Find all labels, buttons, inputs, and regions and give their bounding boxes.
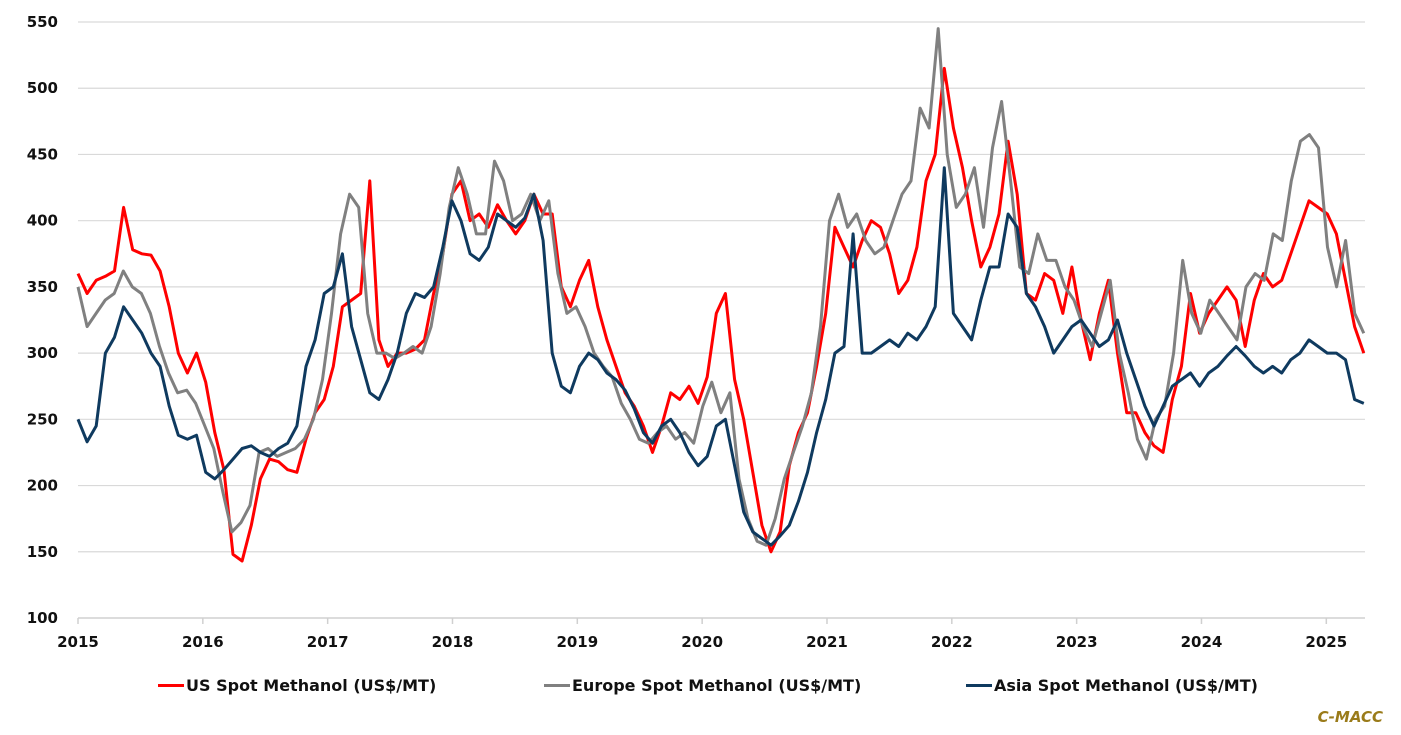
source-label: C-MACC bbox=[1317, 708, 1383, 726]
legend-label-us: US Spot Methanol (US$/MT) bbox=[186, 676, 437, 695]
legend-item-us: US Spot Methanol (US$/MT) bbox=[158, 676, 436, 695]
y-tick-label: 150 bbox=[27, 543, 58, 561]
x-tick-label: 2015 bbox=[57, 633, 99, 651]
x-tick-label: 2020 bbox=[681, 633, 723, 651]
series-line-europe bbox=[76, 27, 1366, 547]
x-tick-label: 2024 bbox=[1181, 633, 1223, 651]
x-tick-label: 2021 bbox=[806, 633, 848, 651]
gridlines bbox=[78, 21, 1365, 553]
y-tick-label: 550 bbox=[27, 13, 58, 31]
y-tick-label: 100 bbox=[27, 609, 58, 627]
x-tick-label: 2019 bbox=[556, 633, 598, 651]
y-tick-label: 300 bbox=[27, 344, 58, 362]
y-tick-label: 250 bbox=[27, 410, 58, 428]
y-tick-label: 400 bbox=[27, 212, 58, 230]
x-tick-label: 2022 bbox=[931, 633, 973, 651]
legend-label-asia: Asia Spot Methanol (US$/MT) bbox=[994, 676, 1258, 695]
legend: US Spot Methanol (US$/MT) Europe Spot Me… bbox=[0, 676, 1401, 704]
legend-item-asia: Asia Spot Methanol (US$/MT) bbox=[966, 676, 1258, 695]
series-line-asia bbox=[76, 166, 1365, 547]
y-tick-label: 200 bbox=[27, 477, 58, 495]
y-tick-label: 450 bbox=[27, 145, 58, 163]
x-tick-label: 2023 bbox=[1056, 633, 1098, 651]
x-tick-label: 2018 bbox=[432, 633, 474, 651]
legend-swatch-us bbox=[158, 684, 184, 687]
x-tick-label: 2025 bbox=[1305, 633, 1347, 651]
legend-item-europe: Europe Spot Methanol (US$/MT) bbox=[544, 676, 861, 695]
legend-swatch-asia bbox=[966, 684, 992, 687]
series-lines bbox=[76, 27, 1366, 563]
y-tick-label: 350 bbox=[27, 278, 58, 296]
legend-label-europe: Europe Spot Methanol (US$/MT) bbox=[572, 676, 862, 695]
x-tick-label: 2016 bbox=[182, 633, 224, 651]
x-tick-label: 2017 bbox=[307, 633, 349, 651]
y-axis-ticks: 100 150 200 250 300 350 400 450 500 550 bbox=[27, 13, 58, 627]
legend-swatch-europe bbox=[544, 684, 570, 687]
y-tick-label: 500 bbox=[27, 79, 58, 97]
series-line-us bbox=[76, 66, 1366, 563]
x-axis: 2015 2016 2017 2018 2019 2020 2021 2022 2023 2024… bbox=[57, 617, 1365, 651]
